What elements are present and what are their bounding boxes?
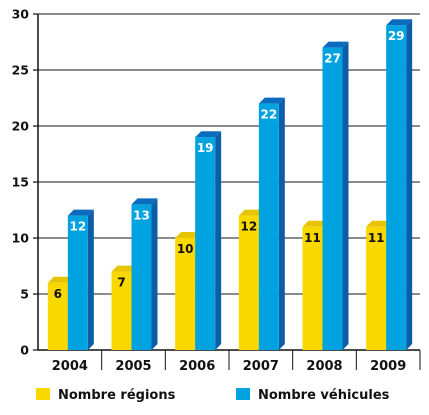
bar-vehicules-2008 bbox=[322, 47, 343, 350]
data-label-regions-2005: 7 bbox=[117, 276, 125, 290]
bar-vehicules-2004 bbox=[67, 215, 88, 350]
bar-top-vehicules-2005 bbox=[131, 198, 158, 205]
x-tick-label-2009: 2009 bbox=[370, 359, 406, 374]
x-tick-label-2004: 2004 bbox=[52, 359, 88, 374]
y-tick-label-30: 30 bbox=[12, 7, 30, 22]
bar-regions-2008 bbox=[302, 226, 323, 350]
x-tick-label-2006: 2006 bbox=[179, 359, 215, 374]
bar-vehicules-2009 bbox=[386, 25, 407, 350]
bar-top-regions-2009 bbox=[366, 220, 393, 227]
bars bbox=[47, 19, 413, 350]
y-tick-label-0: 0 bbox=[20, 343, 29, 358]
bar-top-vehicules-2007 bbox=[258, 97, 285, 104]
y-tick-label-15: 15 bbox=[12, 175, 29, 190]
bar-top-regions-2004 bbox=[47, 276, 74, 283]
legend-label-vehicules: Nombre véhicules bbox=[258, 388, 390, 403]
bar-top-vehicules-2008 bbox=[322, 41, 349, 48]
legend-swatch-vehicules bbox=[236, 388, 250, 400]
legend-swatch-regions bbox=[36, 388, 50, 400]
data-label-regions-2009: 11 bbox=[368, 231, 385, 245]
bar-regions-2005 bbox=[111, 271, 132, 350]
x-tick-label-2007: 2007 bbox=[243, 359, 279, 374]
data-label-vehicules-2005: 13 bbox=[133, 208, 150, 222]
data-label-vehicules-2008: 27 bbox=[324, 52, 341, 66]
bar-top-regions-2008 bbox=[302, 220, 329, 227]
legend: Nombre régions Nombre véhicules bbox=[36, 388, 390, 403]
bar-regions-2007 bbox=[238, 215, 259, 350]
bar-regions-2006 bbox=[175, 238, 196, 350]
data-label-regions-2008: 11 bbox=[304, 231, 321, 245]
bar-side-vehicules-2009 bbox=[406, 19, 413, 350]
bar-side-vehicules-2008 bbox=[342, 41, 349, 350]
x-tick-label-2005: 2005 bbox=[115, 359, 151, 374]
bar-regions-2009 bbox=[366, 226, 387, 350]
bar-side-vehicules-2004 bbox=[87, 209, 94, 350]
bar-top-vehicules-2004 bbox=[67, 209, 94, 216]
bar-regions-2004 bbox=[47, 282, 68, 350]
bar-side-vehicules-2005 bbox=[151, 198, 158, 350]
bar-side-vehicules-2006 bbox=[215, 131, 222, 350]
axes: 0 5 10 15 20 25 30 2004 2005 2006 2007 2008 2009 bbox=[12, 7, 421, 374]
bar-top-regions-2006 bbox=[175, 232, 202, 238]
bar-top-vehicules-2006 bbox=[195, 131, 222, 138]
bar-top-vehicules-2009 bbox=[386, 19, 413, 26]
data-label-vehicules-2009: 29 bbox=[388, 29, 405, 43]
data-label-vehicules-2007: 22 bbox=[260, 108, 277, 122]
bar-vehicules-2006 bbox=[195, 137, 216, 350]
data-label-regions-2007: 12 bbox=[240, 220, 257, 234]
gridlines bbox=[38, 13, 420, 295]
y-tick-label-10: 10 bbox=[12, 231, 30, 246]
bar-vehicules-2007 bbox=[258, 103, 279, 350]
data-label-regions-2006: 10 bbox=[177, 242, 194, 256]
data-label-regions-2004: 6 bbox=[54, 287, 62, 301]
data-label-vehicules-2004: 12 bbox=[69, 220, 86, 234]
bar-side-vehicules-2007 bbox=[278, 97, 285, 350]
data-labels: 6 12 7 13 10 19 12 22 11 27 11 29 bbox=[54, 29, 405, 301]
legend-label-regions: Nombre régions bbox=[58, 388, 176, 403]
y-tick-label-25: 25 bbox=[12, 63, 29, 78]
y-tick-label-20: 20 bbox=[12, 119, 30, 134]
data-label-vehicules-2006: 19 bbox=[197, 141, 214, 155]
y-tick-label-5: 5 bbox=[20, 287, 29, 302]
bar-top-regions-2007 bbox=[238, 209, 265, 216]
bar-vehicules-2005 bbox=[131, 204, 152, 350]
bar-top-regions-2005 bbox=[111, 265, 138, 272]
x-tick-label-2008: 2008 bbox=[306, 359, 342, 374]
